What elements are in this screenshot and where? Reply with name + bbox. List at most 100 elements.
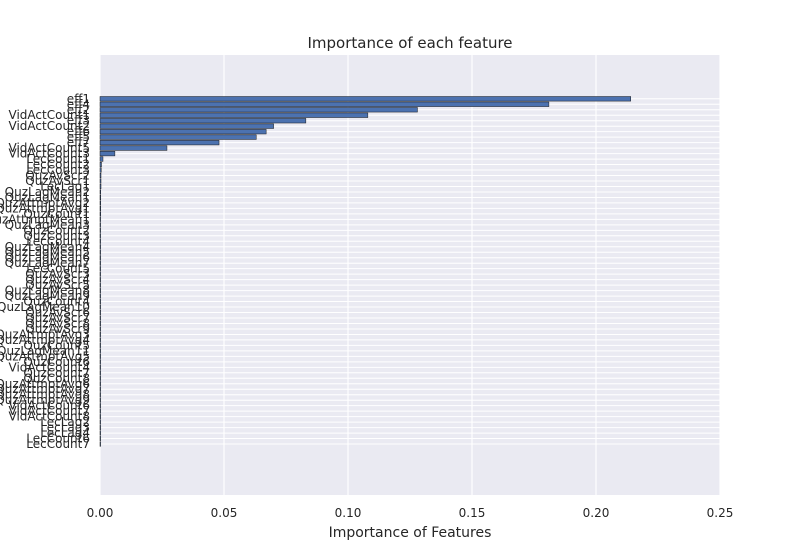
bar-LecLag4 [99, 430, 101, 436]
bar-eff3 [99, 118, 307, 124]
bar-VidActCount4 [99, 364, 101, 370]
bar-QuzLagMean9 [99, 293, 101, 299]
bar-QuzAttmptAvg4 [99, 337, 101, 343]
y-tick-label: QuzLagMean6 [5, 251, 90, 265]
bar-QuzCount8 [99, 375, 101, 381]
bar-QuzLagMean3 [99, 222, 101, 228]
bar-QuzAttmptAvg1 [99, 205, 101, 211]
bar-LecCount3 [99, 167, 102, 173]
y-tick-label: QuzAttmptAvg7 [0, 382, 90, 396]
y-tick-label: QuzAvScr5 [25, 278, 90, 292]
bar-LecLag1 [99, 183, 102, 190]
bar-QuzCount3 [99, 233, 101, 239]
y-tick-label: QuzAttmptAvg8 [0, 388, 90, 402]
bar-QuzCount1 [99, 211, 101, 217]
bar-VidActCount2 [99, 123, 274, 129]
y-tick-label: LecCount3 [26, 163, 90, 177]
y-tick-label: eff1 [67, 92, 90, 106]
x-tick-label: 0.05 [211, 506, 238, 520]
y-tick-label: LecCount5 [26, 262, 90, 276]
bar-eff4 [99, 101, 550, 107]
bar-VidActCount3 [99, 151, 116, 157]
chart-title: Importance of each feature [307, 34, 512, 52]
bar-LecCount1 [99, 156, 104, 162]
y-tick-label: QuzAvScr1 [25, 174, 90, 188]
bar-LecCount6 [99, 436, 101, 442]
y-tick-label: eff4 [67, 97, 90, 111]
y-tick-label: VidActCount6 [9, 399, 90, 413]
y-tick-label: QuzAttmptAvg6 [0, 377, 90, 391]
y-tick-label: QuzAttmptAvg1 [0, 201, 90, 215]
y-tick-label: QuzAvScr9 [25, 322, 90, 336]
y-tick-label: eff2 [67, 103, 90, 117]
x-axis-label: Importance of Features [329, 525, 492, 541]
y-tick-label: VidActCount2 [9, 119, 90, 133]
bar-QuzCount2 [99, 227, 101, 233]
bar-QuzCount5 [99, 342, 101, 348]
bar-QuzAvScr4 [99, 277, 101, 283]
bar-QuzAvScr3 [99, 271, 101, 277]
y-tick-label: VidActCount4 [9, 360, 90, 374]
y-tick-label: QuzLagMean5 [5, 245, 90, 259]
bar-VidActCount5 [99, 145, 168, 151]
bar-QuzLagMean11 [99, 348, 101, 354]
y-tick-label: QuzCount1 [23, 207, 90, 221]
bar-eff2 [99, 107, 418, 113]
y-tick-labels: eff1eff4eff2VidActCount1eff3VidActCount2… [0, 92, 90, 451]
x-tick-label: 0.00 [87, 506, 114, 520]
bar-QuzAvScr7 [99, 315, 101, 321]
bar-VidActCount8 [99, 414, 101, 420]
y-tick-label: LecCount6 [26, 432, 90, 446]
y-tick-label: QuzCount8 [23, 371, 90, 385]
bar-QuzAttmptAvg5 [99, 353, 101, 359]
y-tick-label: LecCount4 [26, 234, 90, 248]
bar-QuzLagMean5 [99, 249, 101, 255]
y-tick-label: QuzLagMean3 [5, 218, 90, 232]
y-tick-label: eff6 [67, 125, 90, 139]
x-tick-labels: 0.00 0.05 0.10 0.15 0.20 0.25 [87, 506, 734, 520]
bar-QuzAvScr2 [99, 172, 102, 179]
y-tick-label: LecLag4 [40, 426, 90, 440]
y-tick-label: QuzLagMean10 [0, 300, 90, 314]
bars-group [99, 96, 631, 447]
y-tick-label: LecCount1 [26, 152, 90, 166]
y-tick-label: QuzAvScr3 [25, 267, 90, 281]
y-tick-label: VidActCount3 [9, 147, 90, 161]
bar-QuzLagMean4 [99, 244, 101, 250]
y-tick-label: VidActCount5 [9, 141, 90, 155]
y-tick-label: QuzAvScr2 [25, 169, 90, 183]
bar-QuzAvScr8 [99, 320, 101, 327]
y-tick-label: QuzCount6 [23, 355, 90, 369]
bar-QuzLagMean10 [99, 304, 101, 310]
bar-QuzAttmptMean1 [99, 216, 101, 222]
y-tick-label: QuzCount2 [23, 223, 90, 237]
bar-QuzAttmptAvg8 [99, 392, 101, 398]
y-tick-label: QuzLagMean9 [5, 289, 90, 303]
y-tick-label: QuzLagMean4 [5, 240, 90, 254]
y-tick-label: QuzAttmptAvg2 [0, 196, 90, 210]
y-tick-label: QuzCount3 [23, 229, 90, 243]
y-tick-label: LecLag1 [40, 179, 90, 193]
bar-QuzLagMean1 [99, 194, 101, 200]
bar-QuzCount4 [99, 299, 101, 305]
bar-LecCount5 [99, 266, 101, 272]
bar-QuzAvScr1 [99, 178, 102, 184]
bar-QuzLagMean7 [99, 260, 101, 266]
y-tick-label: LecCount2 [26, 158, 90, 172]
y-tick-label: QuzCount5 [23, 338, 90, 352]
bar-QuzAvScr6 [99, 309, 101, 316]
bar-QuzLagMean8 [99, 288, 101, 294]
bar-eff6 [99, 129, 267, 135]
bar-QuzAttmptAvg3 [99, 331, 101, 337]
y-tick-label: QuzLagMean2 [5, 185, 90, 199]
bar-LecLag2 [99, 419, 101, 425]
y-tick-label: VidActCount1 [9, 108, 90, 122]
bar-VidActCount7 [99, 408, 101, 414]
x-tick-label: 0.10 [335, 506, 362, 520]
y-tick-label: QuzLagMean1 [5, 190, 90, 204]
y-tick-label: QuzAvScr6 [25, 306, 90, 320]
bar-QuzLagMean2 [99, 189, 101, 195]
y-tick-label: LecCount7 [26, 437, 90, 451]
